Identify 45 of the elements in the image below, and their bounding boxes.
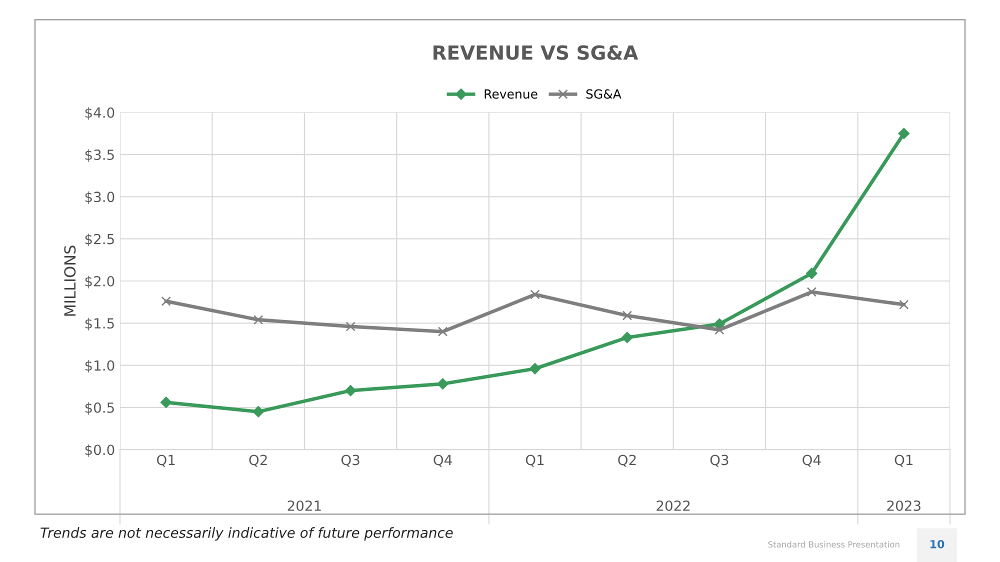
point xyxy=(437,378,448,390)
text: Trends are not necessarily indicative of future performance xyxy=(40,527,453,541)
point xyxy=(252,406,264,418)
text: 10 xyxy=(930,540,944,548)
y-tick-label: $1.0 xyxy=(85,360,114,373)
x-tick-label: Q2 xyxy=(249,454,267,467)
text: Standard Business Presentation xyxy=(768,541,900,548)
x-tick-label: Q2 xyxy=(618,454,636,467)
text: 2023 xyxy=(887,500,920,511)
x-tick-label: Q4 xyxy=(434,454,452,467)
point xyxy=(253,314,264,325)
x-tick-label: Q3 xyxy=(710,454,728,467)
point xyxy=(438,326,448,336)
x-tick-label: Q1 xyxy=(526,454,544,467)
y-tick-label: $2.0 xyxy=(85,276,114,288)
point xyxy=(161,296,171,306)
y-tick-label: $0.5 xyxy=(85,402,114,415)
x-tick-label: Q1 xyxy=(157,454,175,467)
point xyxy=(529,363,541,374)
y-tick-label: $2.5 xyxy=(85,234,114,246)
x-tick-label: Q1 xyxy=(894,454,912,467)
y-tick-label: $1.5 xyxy=(85,318,114,330)
legend-label: Revenue xyxy=(484,89,538,99)
point xyxy=(714,325,724,335)
point xyxy=(622,310,632,320)
legend-label: SG&A xyxy=(586,89,622,99)
y-tick-label: $0.0 xyxy=(85,444,114,457)
point xyxy=(346,322,356,332)
y-tick-label: $4.0 xyxy=(85,107,114,120)
point xyxy=(530,290,540,300)
y-tick-label: $3.5 xyxy=(85,149,114,162)
point xyxy=(806,268,818,280)
point xyxy=(160,396,172,408)
point xyxy=(622,332,633,344)
point xyxy=(899,300,909,310)
point xyxy=(898,128,910,140)
x-tick-label: Q3 xyxy=(341,454,360,467)
text: 2021 xyxy=(288,500,321,511)
point xyxy=(806,287,817,297)
chart-title: REVENUE VS SG&A xyxy=(434,45,638,60)
y-tick-label: $3.0 xyxy=(85,191,114,204)
text: 2022 xyxy=(656,500,690,511)
y-axis-title: MILLIONS xyxy=(64,246,76,316)
x-tick-label: Q4 xyxy=(802,454,821,467)
point xyxy=(344,384,356,396)
